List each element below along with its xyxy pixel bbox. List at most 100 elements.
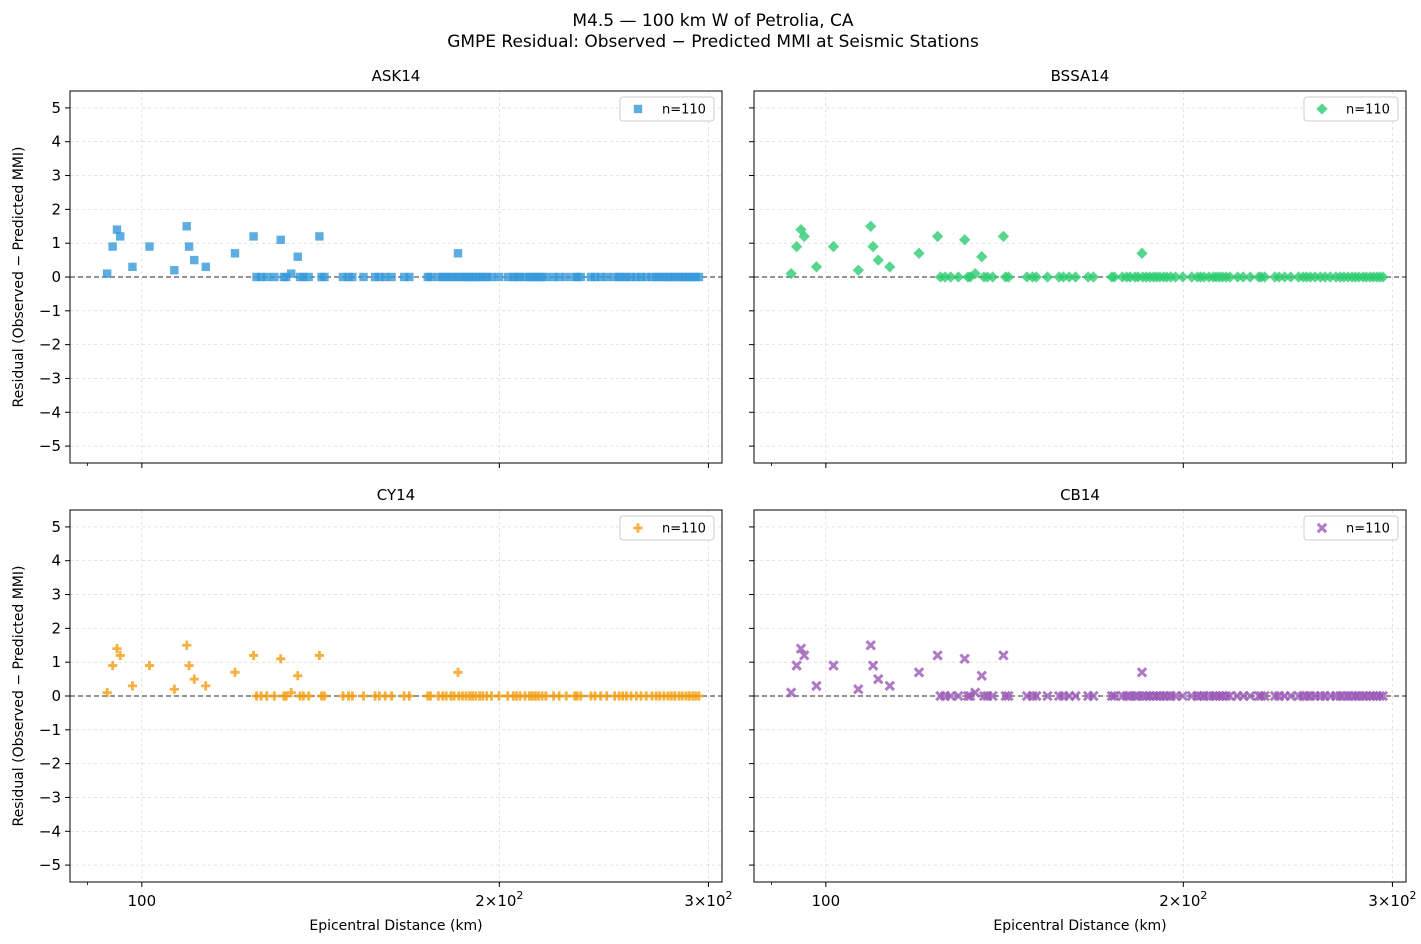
data-point	[1069, 271, 1082, 283]
data-point	[375, 272, 384, 282]
data-point	[1031, 690, 1042, 702]
data-point	[632, 272, 641, 282]
data-point	[184, 242, 194, 251]
data-point	[347, 691, 357, 701]
data-point	[262, 691, 272, 701]
data-point	[561, 691, 571, 701]
data-point	[338, 691, 348, 701]
data-point	[127, 681, 138, 691]
data-point	[694, 272, 704, 282]
data-point	[1177, 690, 1189, 702]
data-point	[1285, 271, 1297, 283]
data-point	[810, 261, 823, 273]
data-point	[112, 644, 122, 654]
data-point	[1042, 690, 1053, 702]
data-point	[1088, 690, 1099, 702]
data-point	[865, 640, 877, 651]
data-point	[795, 643, 807, 654]
data-point	[276, 235, 285, 244]
data-point	[1244, 690, 1256, 702]
data-point	[144, 660, 155, 671]
data-point	[853, 683, 864, 695]
data-point	[554, 691, 564, 701]
data-point	[1121, 690, 1132, 702]
data-point	[939, 271, 951, 283]
data-point	[621, 691, 632, 701]
data-point	[945, 271, 957, 283]
data-point	[298, 691, 309, 701]
data-point	[248, 650, 259, 661]
data-point	[314, 650, 324, 661]
subplot-title: CY14	[377, 486, 415, 504]
data-point	[281, 691, 291, 701]
data-point	[286, 688, 296, 698]
data-point	[541, 272, 551, 282]
data-point	[548, 691, 559, 701]
x-tick-label: 2×102	[475, 889, 523, 910]
data-point	[884, 261, 896, 273]
data-point	[626, 272, 636, 282]
data-point	[230, 667, 240, 677]
data-point	[785, 687, 797, 698]
y-tick-label: 1	[51, 234, 61, 252]
data-point	[380, 691, 390, 701]
subplot-title: ASK14	[372, 67, 421, 85]
data-point	[590, 272, 600, 282]
legend-label: n=110	[1346, 522, 1390, 537]
data-point	[884, 680, 896, 692]
data-point	[602, 691, 612, 701]
subplot-ask14: −5 −4 −3 −2 −1 0 1 2 3 4 5 ASK14 Residual (Observed …	[11, 67, 723, 468]
data-point	[399, 272, 409, 282]
data-point	[670, 272, 680, 282]
data-point	[145, 242, 154, 251]
data-point	[287, 269, 296, 278]
y-tick-label: 1	[51, 653, 61, 671]
data-point	[1108, 271, 1121, 283]
x-tick-label-exponent: 2	[1410, 889, 1417, 902]
data-point	[108, 242, 117, 251]
data-point	[987, 271, 999, 283]
x-tick-label: 100	[812, 892, 841, 910]
data-point	[453, 667, 463, 677]
data-point	[964, 271, 976, 283]
data-point	[641, 272, 651, 282]
data-point	[102, 269, 112, 278]
y-tick-label: −2	[39, 755, 61, 773]
data-point	[170, 266, 179, 275]
data-point	[1169, 271, 1182, 283]
data-point	[453, 249, 463, 258]
data-point	[486, 691, 497, 701]
y-tick-label: −3	[39, 788, 61, 806]
data-point	[184, 660, 194, 671]
y-tick-label: 3	[51, 586, 61, 604]
y-tick-label: −4	[39, 403, 61, 421]
y-tick-label: −2	[39, 336, 61, 354]
data-point	[976, 670, 988, 681]
data-point	[987, 690, 998, 702]
legend: n=110	[1303, 515, 1399, 541]
data-point	[1136, 247, 1148, 259]
data-point	[338, 272, 348, 282]
data-point	[441, 272, 451, 282]
data-point	[487, 272, 496, 282]
data-point	[515, 272, 525, 282]
data-point	[169, 684, 179, 694]
data-point	[952, 271, 965, 283]
data-point	[1374, 690, 1385, 702]
data-point	[953, 690, 964, 702]
data-point	[785, 267, 797, 280]
data-point	[811, 680, 822, 692]
data-point	[256, 272, 266, 282]
data-point	[626, 691, 636, 701]
data-point	[1177, 271, 1189, 283]
y-tick-label: 2	[51, 200, 61, 218]
data-point	[867, 240, 879, 253]
y-tick-label: −5	[39, 437, 61, 455]
data-point	[1057, 271, 1070, 283]
y-axis-label: Residual (Observed − Predicted MMI)	[11, 147, 27, 408]
data-point	[641, 691, 651, 701]
data-point	[1244, 271, 1256, 283]
y-tick-label: 2	[51, 619, 61, 637]
legend-label: n=110	[662, 522, 706, 537]
